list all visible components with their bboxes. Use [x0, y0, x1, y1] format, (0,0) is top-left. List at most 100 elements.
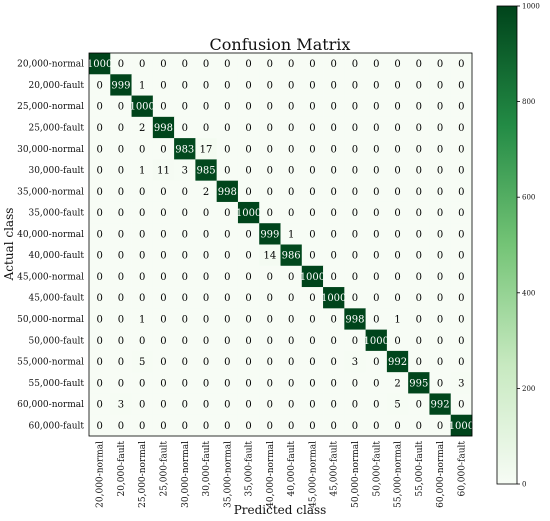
cell-value: 0 [394, 166, 400, 177]
cell-value: 0 [224, 144, 230, 155]
cell-value: 0 [139, 421, 145, 432]
cell-r6-c3 [152, 180, 175, 203]
cell-r5-c1 [110, 159, 132, 181]
cell-r4-c2 [131, 138, 154, 160]
cell-r16-c0 [89, 393, 111, 416]
cell-r15-c1 [110, 372, 132, 394]
cell-value: 0 [203, 208, 209, 219]
cell-r0-c7 [237, 53, 260, 75]
cell-value: 0 [331, 378, 337, 389]
cell-value: 0 [437, 166, 443, 177]
y-tick-label: 55,000-normal [17, 358, 84, 368]
cell-value: 0 [352, 378, 358, 389]
cell-value: 0 [203, 357, 209, 368]
cell-r7-c6 [216, 201, 239, 224]
cell-r3-c2 [131, 116, 154, 139]
cell-r13-c8 [259, 329, 281, 352]
cell-value: 0 [224, 336, 230, 347]
cell-r6-c16 [429, 180, 452, 203]
cell-value: 0 [203, 272, 209, 283]
cell-value: 0 [416, 293, 422, 304]
cell-value: 992 [431, 400, 450, 411]
cell-value: 0 [437, 378, 443, 389]
cell-value: 0 [182, 123, 188, 134]
cell-value: 985 [196, 166, 215, 177]
cell-value: 0 [416, 166, 422, 177]
cell-r13-c2 [131, 329, 154, 352]
cell-r17-c14 [386, 414, 409, 437]
cell-r13-c7 [237, 329, 260, 352]
cell-r7-c13 [365, 201, 388, 224]
cell-value: 0 [139, 59, 145, 70]
cell-value: 0 [118, 187, 124, 198]
cell-value: 0 [352, 293, 358, 304]
cell-r16-c12 [344, 393, 366, 416]
cell-value: 0 [437, 144, 443, 155]
cell-value: 0 [267, 102, 273, 113]
cell-value: 0 [96, 80, 102, 91]
cell-value: 0 [224, 59, 230, 70]
y-tick-label: 60,000-fault [28, 421, 84, 431]
cell-r12-c10 [301, 308, 324, 330]
cell-value: 3 [182, 166, 188, 177]
cell-r17-c10 [301, 414, 324, 437]
cell-r11-c14 [386, 287, 409, 309]
cell-value: 3 [458, 378, 464, 389]
cell-r9-c17 [450, 244, 473, 267]
x-tick-label: 45,000-fault [330, 441, 340, 497]
cell-r14-c0 [89, 350, 111, 373]
cell-r4-c9 [280, 138, 303, 160]
cell-value: 0 [96, 378, 102, 389]
cell-r1-c14 [386, 74, 409, 96]
cell-r17-c4 [174, 414, 196, 437]
cell-r4-c7 [237, 138, 260, 160]
cell-r2-c8 [259, 95, 281, 118]
cell-r1-c11 [323, 74, 345, 96]
cell-r12-c12 [344, 308, 366, 330]
cell-r7-c1 [110, 201, 132, 224]
cell-value: 0 [288, 80, 294, 91]
cell-r12-c11 [323, 308, 345, 330]
cell-value: 0 [139, 187, 145, 198]
cell-r14-c10 [301, 350, 324, 373]
cell-r14-c3 [152, 350, 175, 373]
cell-r7-c10 [301, 201, 324, 224]
cell-r6-c13 [365, 180, 388, 203]
cell-value: 0 [416, 59, 422, 70]
cell-value: 0 [160, 357, 166, 368]
cell-value: 0 [373, 59, 379, 70]
cell-value: 0 [203, 251, 209, 262]
cell-r9-c6 [216, 244, 239, 267]
cell-r14-c2 [131, 350, 154, 373]
cell-r4-c10 [301, 138, 324, 160]
cell-r8-c10 [301, 223, 324, 245]
cell-value: 0 [139, 144, 145, 155]
y-axis-label: Actual class [2, 208, 16, 282]
cell-value: 0 [309, 166, 315, 177]
cell-r11-c10 [301, 287, 324, 309]
x-tick-label: 60,000-normal [436, 441, 446, 508]
cell-value: 0 [352, 166, 358, 177]
cell-value: 0 [394, 336, 400, 347]
cell-value: 0 [331, 59, 337, 70]
cell-value: 0 [352, 102, 358, 113]
cell-r7-c3 [152, 201, 175, 224]
cell-r3-c14 [386, 116, 409, 139]
x-tick-label: 50,000-fault [372, 441, 382, 497]
cell-r7-c15 [408, 201, 430, 224]
cell-r7-c16 [429, 201, 452, 224]
cell-r9-c15 [408, 244, 430, 267]
cell-r14-c11 [323, 350, 345, 373]
cell-value: 0 [139, 336, 145, 347]
cell-value: 0 [224, 229, 230, 240]
cell-r16-c2 [131, 393, 154, 416]
cell-value: 0 [203, 59, 209, 70]
cell-value: 0 [331, 400, 337, 411]
cell-value: 0 [309, 378, 315, 389]
cell-r2-c4 [174, 95, 196, 118]
cell-r2-c3 [152, 95, 175, 118]
colorbar-tick-label: 1000 [522, 3, 540, 11]
cell-value: 0 [416, 102, 422, 113]
cell-value: 0 [309, 59, 315, 70]
cell-value: 0 [416, 336, 422, 347]
